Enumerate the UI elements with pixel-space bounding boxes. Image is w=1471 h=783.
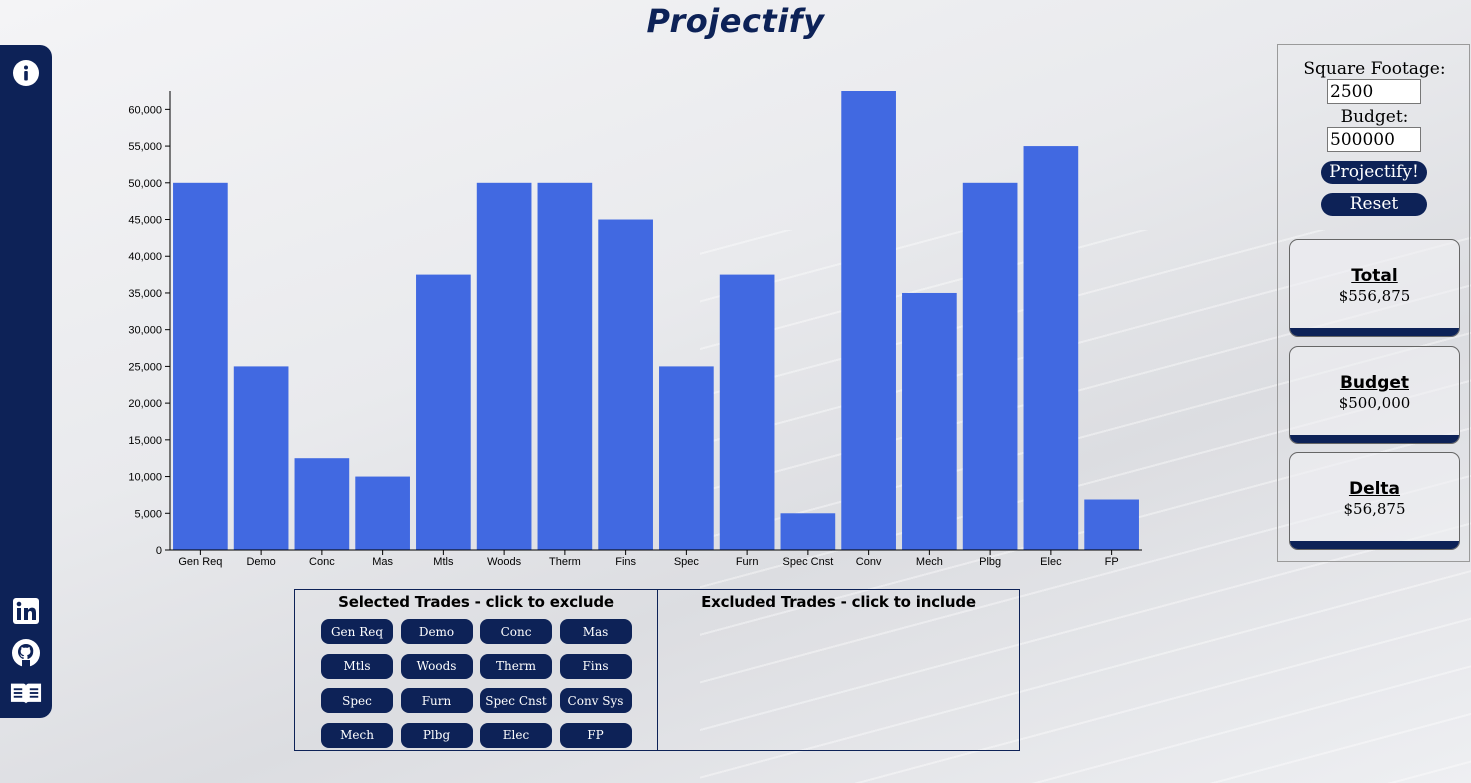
selected-trade-button[interactable]: Demo [400,619,473,644]
reset-button[interactable]: Reset [1321,193,1427,216]
selected-trades-grid: Gen Req Demo Conc Mas Mtls Woods Therm Fins Spec… [321,619,632,748]
budget-title: Budget [1339,373,1410,393]
budget-card: Budget $500,000 [1289,346,1460,444]
budget-input[interactable] [1327,127,1421,152]
x-tick-label: Therm [549,556,581,568]
card-accent-bar [1290,541,1459,549]
selected-trade-button[interactable]: Spec Cnst [480,688,552,713]
delta-card: Delta $56,875 [1289,452,1460,550]
book-reader-icon[interactable] [10,677,42,709]
budget-label: Budget: [1340,107,1409,127]
x-tick-label: Furn [736,556,759,568]
total-value: $556,875 [1338,287,1411,305]
x-tick-label: Mtls [433,556,454,568]
bar [537,182,593,551]
selected-trade-button[interactable]: Elec [480,722,552,748]
x-tick-label: Fins [615,556,636,568]
sidebar [0,45,52,718]
selected-trade-button[interactable]: Therm [480,653,552,679]
bar-series [173,91,1139,551]
x-tick-label: Mech [916,556,943,568]
y-tick-label: 50,000 [128,178,162,190]
square-footage-label: Square Footage: [1303,59,1446,79]
selected-trade-button[interactable]: Mech [321,722,393,748]
y-tick-label: 20,000 [128,398,162,410]
x-tick-label: FP [1105,556,1119,568]
x-tick-label: Demo [246,556,275,568]
selected-trade-button[interactable]: Fins [559,653,632,679]
y-tick-label: 5,000 [134,508,162,520]
x-tick-label: Mas [372,556,393,568]
x-tick-label: Woods [487,556,522,568]
selected-trade-button[interactable]: Conv Sys [559,688,632,713]
bar [173,182,228,551]
card-accent-bar [1290,435,1459,443]
x-tick-label: Spec Cnst [783,556,834,568]
y-tick-label: 45,000 [128,215,162,227]
selected-trade-button[interactable]: Woods [400,653,473,679]
bar [355,476,410,550]
y-tick-label: 35,000 [128,288,162,300]
bar [1084,499,1139,550]
info-icon[interactable] [10,57,42,89]
selected-trades-heading: Selected Trades - click to exclude [338,593,614,611]
app-title: Projectify [646,2,825,40]
card-accent-bar [1290,328,1459,336]
y-tick-label: 25,000 [128,361,162,373]
x-tick-label: Spec [674,556,700,568]
bar [598,219,653,550]
selected-trade-button[interactable]: Plbg [400,722,473,748]
linkedin-icon[interactable] [10,595,42,627]
x-tick-label: Conv [856,556,882,568]
y-tick-label: 10,000 [128,472,162,484]
y-tick-label: 30,000 [128,325,162,337]
y-tick-label: 40,000 [128,251,162,263]
budget-value: $500,000 [1338,394,1411,412]
x-tick-label: Gen Req [178,556,222,568]
y-tick-label: 0 [156,545,162,557]
bar [962,182,1018,551]
cost-bar-chart: 0 5,000 10,000 15,000 20,000 25,000 30,000 35,0… [128,91,1142,568]
bar [841,91,896,550]
bar [902,292,957,550]
total-title: Total [1351,266,1398,286]
selected-trade-button[interactable]: Mas [559,619,632,644]
x-tick-label: Elec [1040,556,1062,568]
github-icon[interactable] [10,637,42,669]
selected-trade-button[interactable]: Conc [480,619,552,644]
bar [416,274,471,550]
delta-value: $56,875 [1343,500,1406,518]
delta-title: Delta [1348,479,1401,499]
y-tick-label: 60,000 [128,104,162,116]
selected-trade-button[interactable]: Mtls [321,653,393,679]
y-axis: 0 5,000 10,000 15,000 20,000 25,000 30,000 35,0… [128,91,171,557]
selected-trade-button[interactable]: Spec [321,688,393,713]
trades-panel: Selected Trades - click to exclude Gen R… [294,589,1020,751]
control-panel: Square Footage: Budget: Projectify! Rese… [1277,44,1470,562]
x-tick-label: Conc [309,556,335,568]
total-card: Total $556,875 [1289,239,1460,337]
x-axis: Gen Req Demo Conc Mas Mtls Woods Therm Fins Spec… [170,549,1142,568]
excluded-trades-column: Excluded Trades - click to include [657,590,1019,750]
bar [476,182,532,551]
selected-trade-button[interactable]: Gen Req [321,619,393,644]
selected-trade-button[interactable]: FP [559,722,632,748]
x-tick-label: Plbg [979,556,1001,568]
selected-trade-button[interactable]: Furn [400,688,473,713]
y-tick-label: 15,000 [128,435,162,447]
bar [719,274,775,550]
excluded-trades-heading: Excluded Trades - click to include [701,593,976,611]
bar [233,366,289,550]
bar [780,513,836,550]
y-tick-label: 55,000 [128,141,162,153]
projectify-button[interactable]: Projectify! [1321,161,1427,184]
bar [659,366,714,550]
bar [294,458,350,550]
square-footage-input[interactable] [1327,79,1421,104]
bar [1023,146,1079,550]
selected-trades-column: Selected Trades - click to exclude Gen R… [295,590,657,750]
